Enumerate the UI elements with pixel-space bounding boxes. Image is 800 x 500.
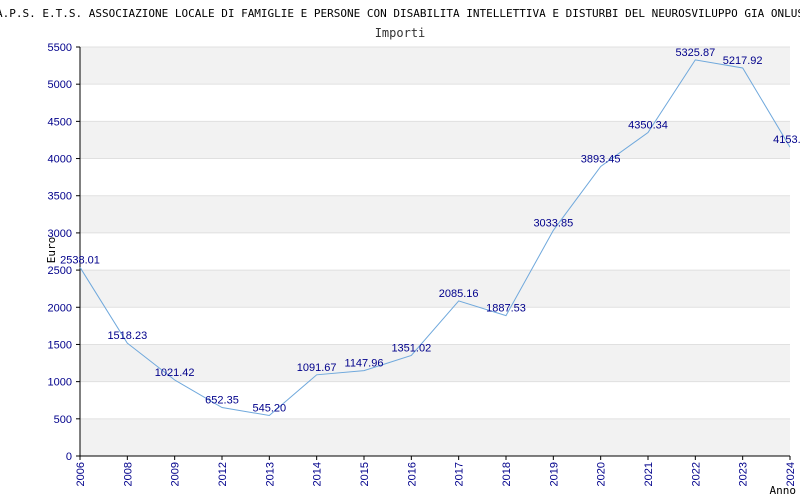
y-tick-label: 3500 [48, 191, 72, 203]
grid-band [80, 344, 790, 382]
x-tick-label: 2014 [312, 462, 324, 486]
y-axis-label: Euro [45, 237, 58, 264]
data-label: 3893.45 [581, 153, 621, 165]
y-tick-label: 2500 [48, 265, 72, 277]
data-label: 3033.85 [533, 217, 573, 229]
grid-band [80, 47, 790, 85]
data-label: 545.20 [253, 402, 287, 414]
x-tick-label: 2006 [75, 462, 87, 486]
data-label: 2538.01 [60, 254, 100, 266]
grid-band [80, 195, 790, 233]
x-tick-label: 2012 [217, 462, 229, 486]
x-axis-label: Anno [770, 484, 797, 497]
grid-band [80, 121, 790, 159]
x-tick-label: 2021 [643, 462, 655, 486]
y-axis-ticks: 0 500 1000 1500 2000 2500 3000 3500 4000 4500 5000… [48, 42, 80, 463]
y-tick-label: 2000 [48, 302, 72, 314]
y-tick-label: 3000 [48, 228, 72, 240]
data-label: 4153.5 [773, 134, 800, 146]
x-tick-label: 2017 [454, 462, 466, 486]
data-label: 1147.96 [345, 358, 384, 370]
data-label: 5325.87 [675, 47, 715, 59]
data-label: 1091.67 [297, 362, 337, 374]
data-label: 2085.16 [439, 288, 479, 300]
x-tick-label: 2009 [170, 462, 182, 486]
x-tick-label: 2015 [359, 462, 371, 486]
y-tick-label: 4500 [48, 116, 72, 128]
data-label: 652.35 [205, 394, 239, 406]
y-tick-label: 5000 [48, 79, 72, 91]
chart-subtitle: Importi [375, 26, 426, 40]
x-tick-label: 2019 [548, 462, 560, 486]
grid-band [80, 418, 790, 456]
data-label: 1518.23 [107, 330, 147, 342]
y-tick-label: 1000 [48, 377, 72, 389]
x-tick-label: 2022 [690, 462, 702, 486]
x-tick-label: 2018 [501, 462, 513, 486]
y-tick-label: 4000 [48, 154, 72, 166]
data-labels: 2538.01 1518.23 1021.42 652.35 545.20 1091.67… [60, 47, 800, 415]
x-tick-label: 2020 [596, 462, 608, 486]
chart-title: A.P.S. E.T.S. ASSOCIAZIONE LOCALE DI FAM… [0, 7, 800, 20]
series-line [79, 59, 791, 417]
data-label: 4350.34 [628, 119, 668, 131]
y-tick-label: 1500 [48, 339, 72, 351]
x-tick-label: 2023 [738, 462, 750, 486]
y-tick-label: 0 [66, 451, 72, 463]
y-tick-label: 500 [54, 414, 72, 426]
x-axis-ticks: 2006 2008 2009 2012 2013 2014 2015 2016 2017 2018… [75, 456, 797, 486]
grid-bands [80, 46, 790, 457]
x-tick-label: 2024 [785, 462, 797, 486]
data-label: 1021.42 [155, 367, 195, 379]
x-tick-label: 2013 [264, 462, 276, 486]
data-label: 1351.02 [391, 343, 431, 355]
x-tick-label: 2008 [122, 462, 134, 486]
data-label: 5217.92 [723, 55, 763, 67]
y-tick-label: 5500 [48, 42, 72, 54]
grid-band [80, 270, 790, 308]
data-label: 1887.53 [486, 303, 526, 315]
x-tick-label: 2016 [406, 462, 418, 486]
